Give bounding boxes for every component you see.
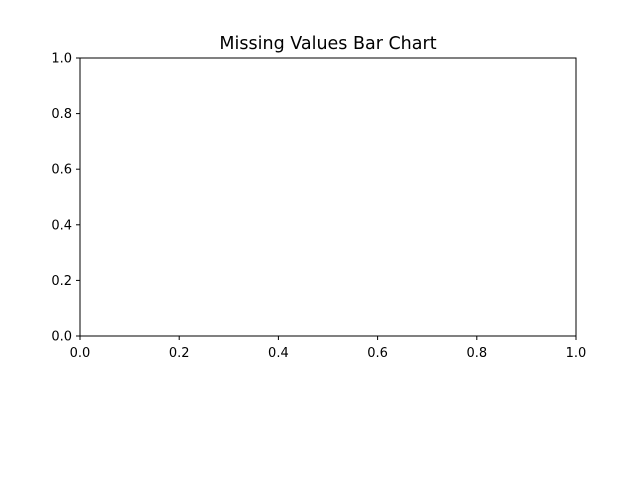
plot-area	[79, 57, 577, 337]
y-tick-label: 1.0	[51, 52, 72, 67]
y-tick-label: 0.6	[51, 163, 72, 178]
chart-title: Missing Values Bar Chart	[219, 34, 436, 54]
x-tick-label: 0.0	[70, 346, 91, 361]
y-tick-label: 0.8	[51, 107, 72, 122]
y-tick-label: 0.0	[51, 330, 72, 345]
x-tick-label: 0.4	[268, 346, 289, 361]
x-tick-label: 0.2	[169, 346, 190, 361]
y-tick-label: 0.4	[51, 218, 72, 233]
x-axis: 0.0 0.2 0.4 0.6 0.8 1.0	[70, 336, 587, 361]
x-tick-label: 0.6	[367, 346, 388, 361]
x-tick-label: 0.8	[466, 346, 487, 361]
y-axis: 0.0 0.2 0.4 0.6 0.8 1.0	[51, 52, 80, 345]
y-tick-label: 0.2	[51, 274, 72, 289]
x-tick-label: 1.0	[566, 346, 587, 361]
